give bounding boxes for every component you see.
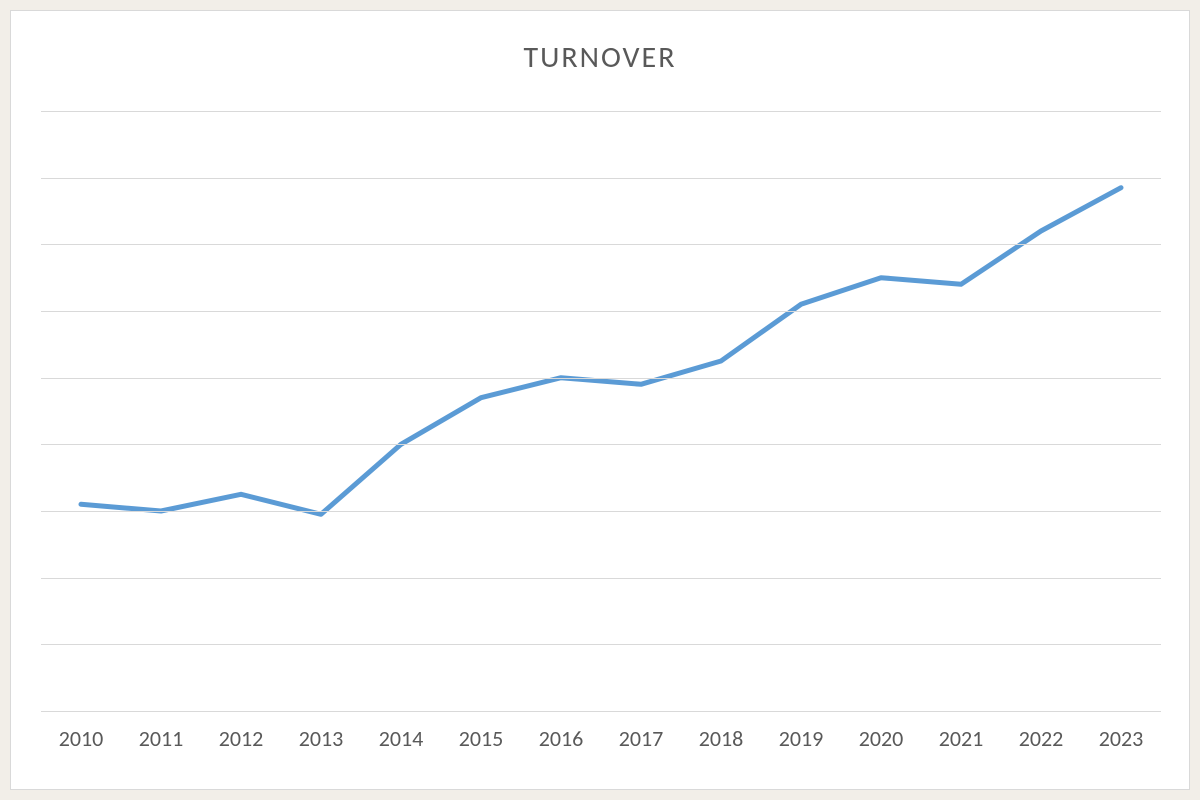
gridline (41, 311, 1161, 312)
x-axis-label: 2021 (921, 725, 1001, 752)
plot-area (41, 111, 1161, 711)
gridline (41, 178, 1161, 179)
gridline (41, 378, 1161, 379)
x-axis-label: 2014 (361, 725, 441, 752)
x-axis-label: 2022 (1001, 725, 1081, 752)
chart-title: TURNOVER (11, 39, 1189, 76)
x-axis-label: 2010 (41, 725, 121, 752)
x-axis-label: 2020 (841, 725, 921, 752)
gridline (41, 711, 1161, 712)
x-axis-label: 2017 (601, 725, 681, 752)
x-axis-label: 2013 (281, 725, 361, 752)
x-axis-label: 2019 (761, 725, 841, 752)
x-axis-label: 2011 (121, 725, 201, 752)
x-axis-label: 2012 (201, 725, 281, 752)
x-axis-label: 2018 (681, 725, 761, 752)
gridline (41, 111, 1161, 112)
gridline (41, 511, 1161, 512)
x-axis-labels: 2010201120122013201420152016201720182019… (41, 725, 1161, 752)
gridline (41, 644, 1161, 645)
gridline (41, 444, 1161, 445)
gridline (41, 578, 1161, 579)
series-line (81, 188, 1121, 515)
chart-frame: TURNOVER 2010201120122013201420152016201… (10, 10, 1190, 790)
x-axis-label: 2016 (521, 725, 601, 752)
x-axis-label: 2015 (441, 725, 521, 752)
line-series (41, 111, 1161, 711)
gridline (41, 244, 1161, 245)
x-axis-label: 2023 (1081, 725, 1161, 752)
